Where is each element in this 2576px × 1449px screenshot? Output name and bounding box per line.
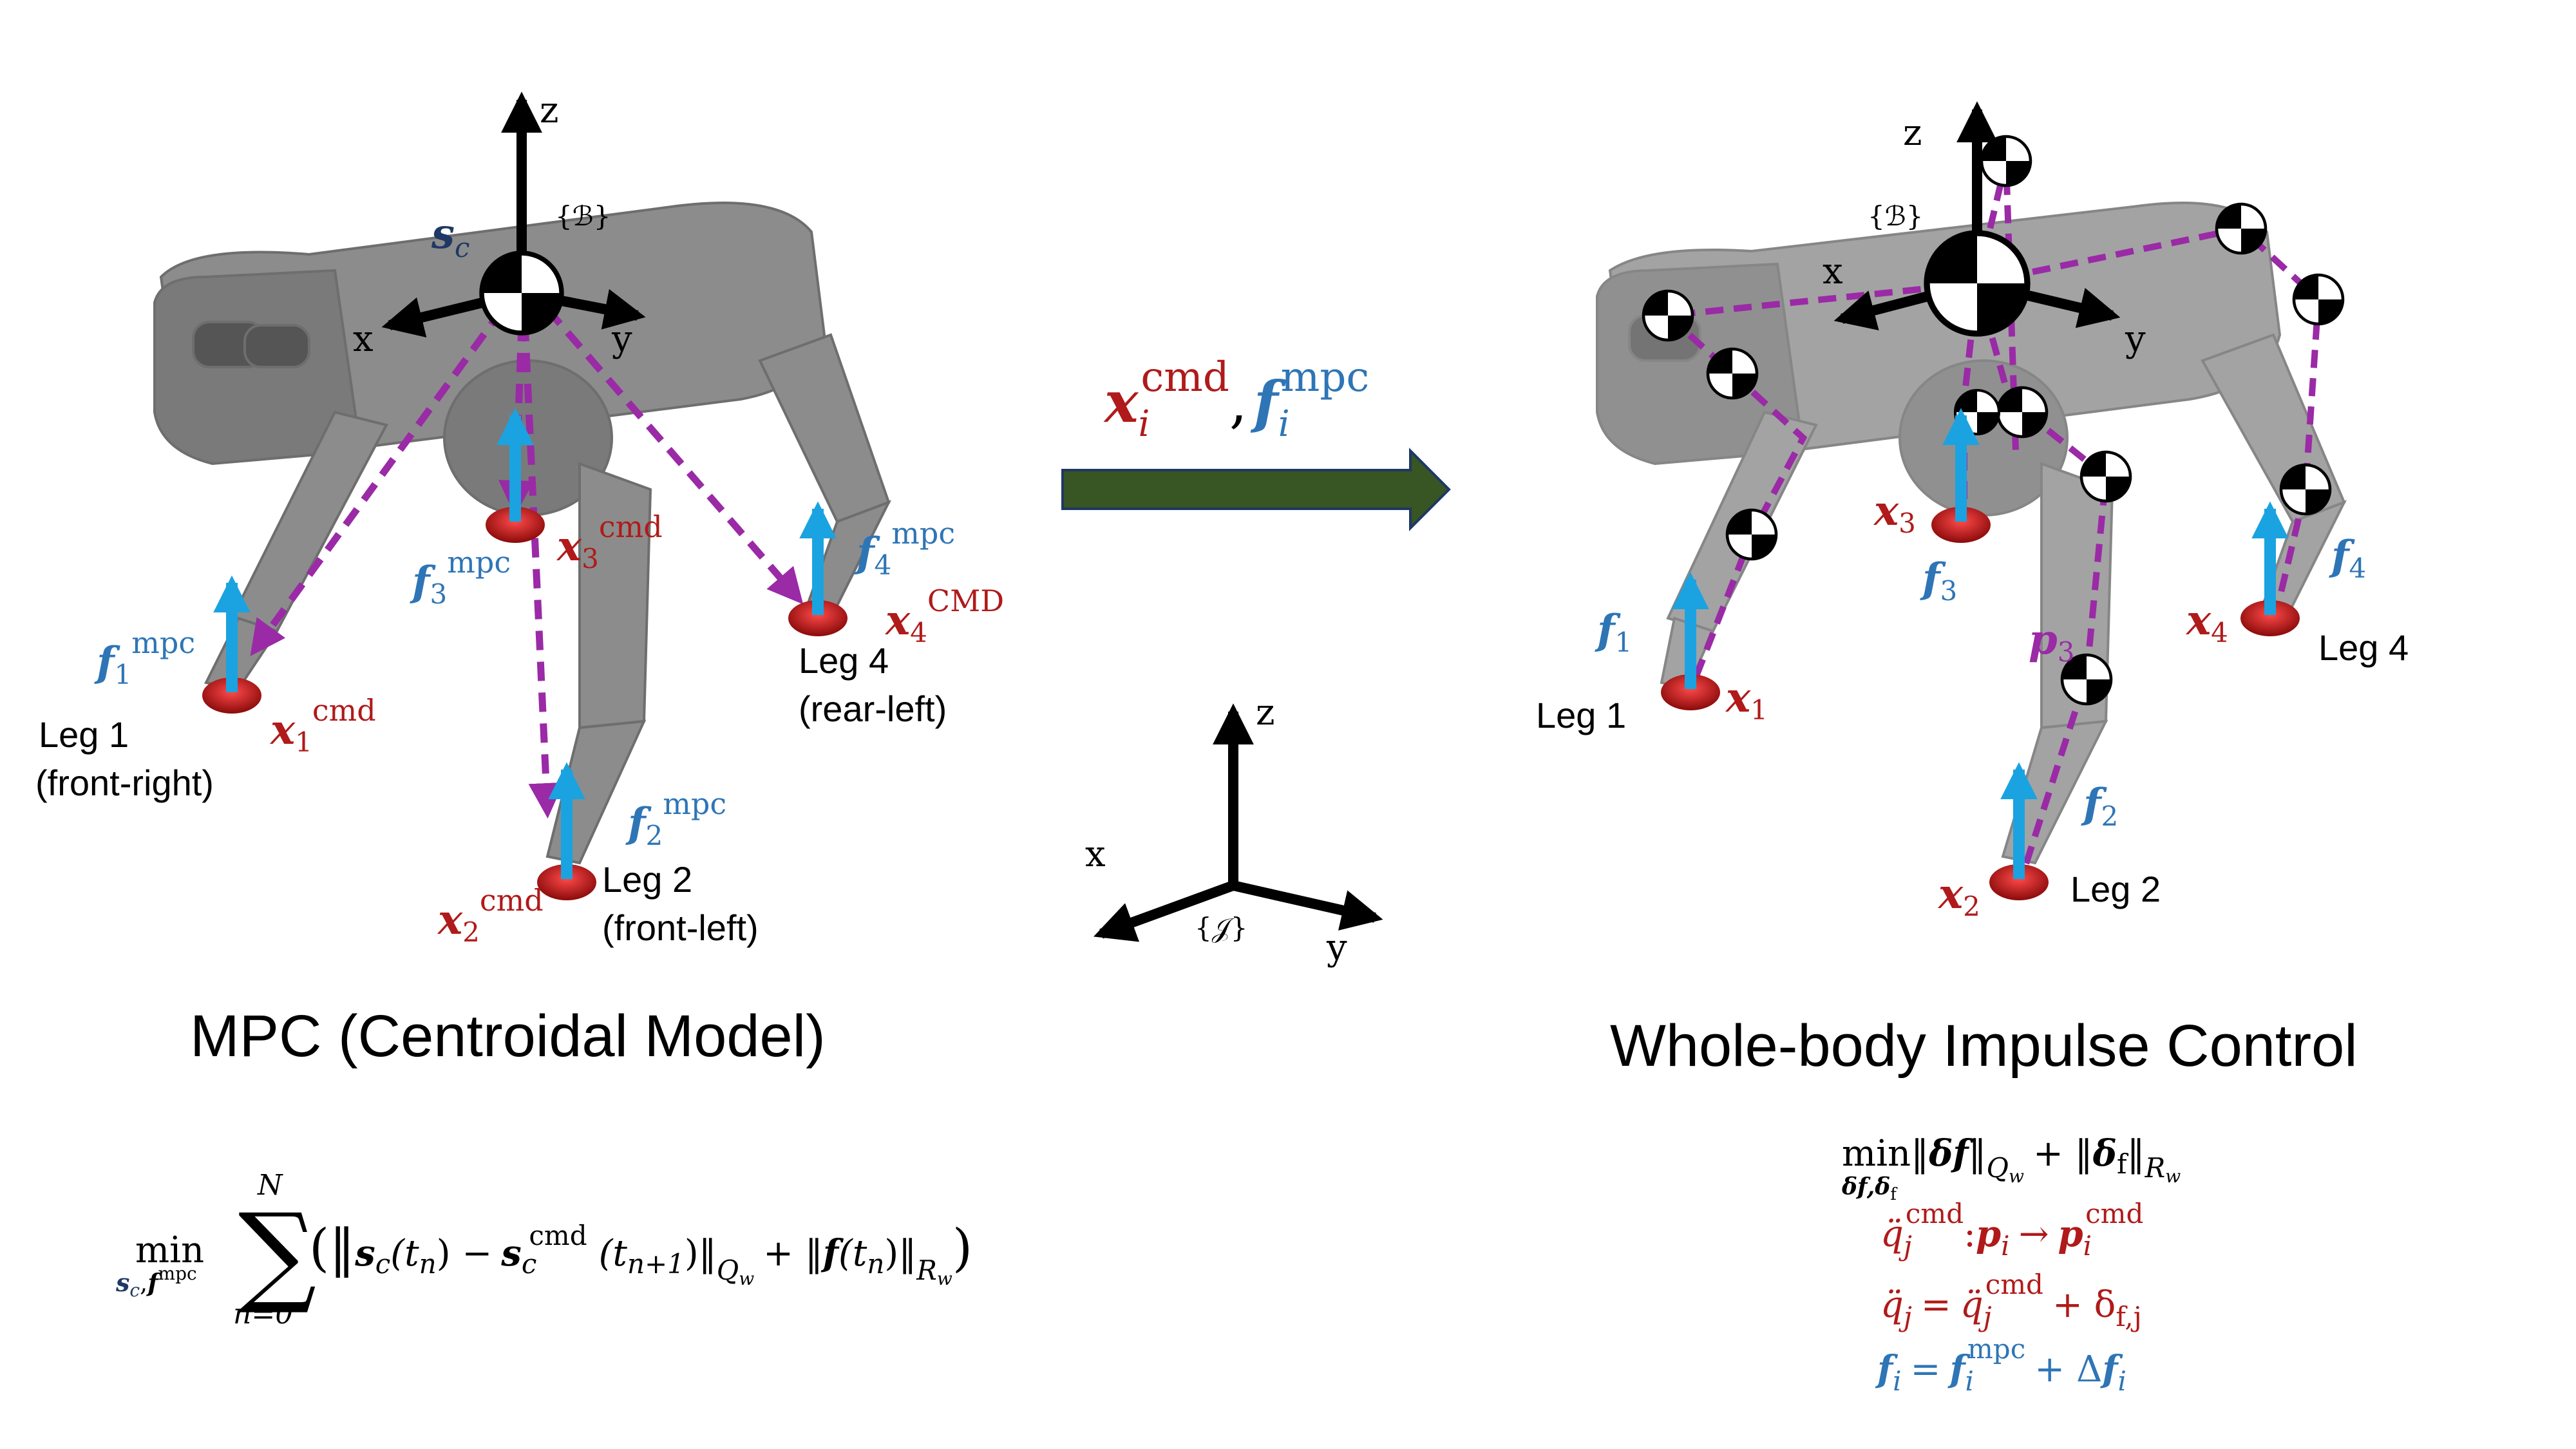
left-axis-y-label: y — [611, 318, 632, 360]
left-arrow-leg1 — [250, 307, 506, 656]
right-pos-label-4: x4 — [2185, 596, 2228, 649]
wbic-line4: fi = fimpc + Δfi — [1875, 1333, 2126, 1397]
right-axis-z-label: z — [1903, 112, 1922, 154]
left-robot-camera — [243, 324, 310, 368]
mpc-objective: (‖sc(tn) − sccmd (tn+1)‖Qw+ ‖f(tn)‖Rw) — [309, 1218, 972, 1289]
right-p3-label: p3 — [2029, 616, 2074, 668]
wbic-line1: min‖δf‖Qw+ ‖δf‖Rw — [1842, 1132, 2181, 1187]
right-joint-marker — [2217, 204, 2266, 253]
left-leg4-desc: (rear-left) — [799, 688, 947, 729]
left-arrow-leg2 — [521, 321, 564, 819]
right-pos-label-2: x2 — [1937, 870, 1980, 922]
right-frame-label: {ℬ} — [1868, 200, 1923, 232]
left-leg1-name: Leg 1 — [39, 714, 129, 755]
right-leg2-name: Leg 2 — [2070, 869, 2161, 909]
left-feet — [202, 507, 848, 900]
left-leg2-desc: (front-left) — [602, 907, 759, 948]
mpc-sum-top: N — [257, 1169, 283, 1202]
right-joint-marker — [2294, 275, 2343, 324]
mpc-equation: min sc,fmpc ∑ N n=0 (‖sc(tn) − sccmd (tn+1… — [115, 1169, 972, 1331]
left-arrow-leg4 — [544, 307, 804, 605]
left-pos-label-1: x1cmd — [269, 693, 376, 758]
right-axis-y-label: y — [2125, 318, 2146, 360]
right-pos-label-1: x1 — [1725, 674, 1768, 726]
right-foot-1 — [1661, 674, 1720, 710]
right-joint-marker — [1998, 388, 2047, 437]
left-foot-4 — [788, 600, 848, 636]
right-force-label-2: f2 — [2081, 780, 2118, 832]
right-force-label-1: f1 — [1595, 606, 1632, 658]
left-foot-3 — [486, 507, 545, 543]
world-frame: z x y {𝒥} — [1085, 692, 1383, 969]
wbic-line1-min-subscript: δf,δf — [1841, 1173, 1898, 1204]
right-joint-marker — [1982, 137, 2031, 185]
world-frame-label: {𝒥} — [1195, 912, 1247, 943]
mpc-sum-bottom: n=0 — [233, 1298, 293, 1331]
mpc-min-subscript: sc,fmpc — [115, 1263, 197, 1301]
left-foot-1 — [202, 677, 261, 714]
left-robot-thigh-2 — [578, 462, 652, 730]
right-force-label-3: f3 — [1920, 554, 1957, 607]
right-panel-title: Whole-body Impulse Control — [1610, 1013, 2358, 1079]
left-leg4-name: Leg 4 — [799, 640, 889, 681]
left-labels: f1mpc x1cmd Leg 1 (front-right) f2mpc x2… — [35, 509, 1004, 948]
left-leg1-desc: (front-right) — [35, 762, 214, 803]
world-axis-y-arrow — [1232, 880, 1383, 931]
world-axis-x-arrow — [1093, 880, 1235, 942]
left-pos-label-2: x2cmd — [437, 883, 544, 948]
left-robot-shin-1 — [204, 616, 279, 691]
transfer-arrow — [1061, 448, 1451, 531]
right-feet — [1661, 507, 2300, 900]
world-axis-y-label: y — [1326, 927, 1347, 969]
left-pos-label-3: x3cmd — [556, 509, 663, 574]
right-joint-marker — [1643, 291, 1692, 340]
left-com-label: sc — [431, 210, 470, 263]
left-axis-x-label: x — [353, 318, 374, 360]
left-frame-label: {ℬ} — [555, 200, 611, 232]
wbic-line2: q̈jcmd:pi → picmd — [1880, 1198, 2143, 1262]
right-joint-marker — [1708, 349, 1757, 398]
left-robot-thigh-4 — [758, 333, 891, 524]
middle-transfer: xicmd, fimpc — [1061, 354, 1451, 531]
left-axis-z-label: z — [540, 90, 559, 131]
world-axis-x-label: x — [1085, 833, 1106, 875]
wbic-line3: q̈j = q̈jcmd + δf,j — [1880, 1269, 2142, 1332]
right-joint-marker — [2281, 465, 2330, 514]
right-leg1-name: Leg 1 — [1536, 695, 1626, 735]
right-axis-x-label: x — [1823, 251, 1843, 292]
left-force-label-2: f2mpc — [625, 786, 726, 851]
wbic-equations: min‖δf‖Qw+ ‖δf‖Rw δf,δf q̈jcmd:pi → picmd … — [1841, 1132, 2181, 1397]
transfer-label: xicmd, fimpc — [1103, 354, 1369, 445]
right-com-marker — [1927, 233, 2027, 334]
left-force-label-4: f4mpc — [854, 516, 955, 581]
mpc-sum: ∑ — [238, 1190, 316, 1318]
right-force-label-4: f4 — [2329, 532, 2366, 584]
mpc-min: min — [135, 1229, 204, 1271]
right-foot-2 — [1989, 864, 2049, 900]
left-leg2-name: Leg 2 — [602, 859, 692, 900]
right-pos-label-3: x3 — [1873, 487, 1916, 539]
right-chain-leg1 — [1660, 280, 1978, 684]
left-foot-2 — [537, 864, 596, 900]
right-leg4-name: Leg 4 — [2318, 627, 2409, 668]
right-foot-3 — [1931, 507, 1991, 543]
left-panel-title: MPC (Centroidal Model) — [190, 1003, 826, 1069]
right-foot-4 — [2240, 600, 2300, 636]
world-axis-z-label: z — [1256, 692, 1275, 734]
left-com-marker — [482, 253, 562, 333]
left-force-label-3: f3mpc — [410, 545, 511, 610]
left-pos-label-4: x4CMD — [884, 583, 1004, 649]
right-joint-marker — [1727, 510, 1776, 559]
right-force-arrows — [1672, 408, 2289, 879]
right-joint-marker — [2081, 452, 2130, 501]
right-labels: f1 x1 Leg 1 f2 x2 Leg 2 f3 x3 p3 f4 x4 L… — [1536, 487, 2409, 922]
left-force-arrows — [213, 408, 837, 879]
left-force-label-1: f1mpc — [94, 625, 195, 690]
